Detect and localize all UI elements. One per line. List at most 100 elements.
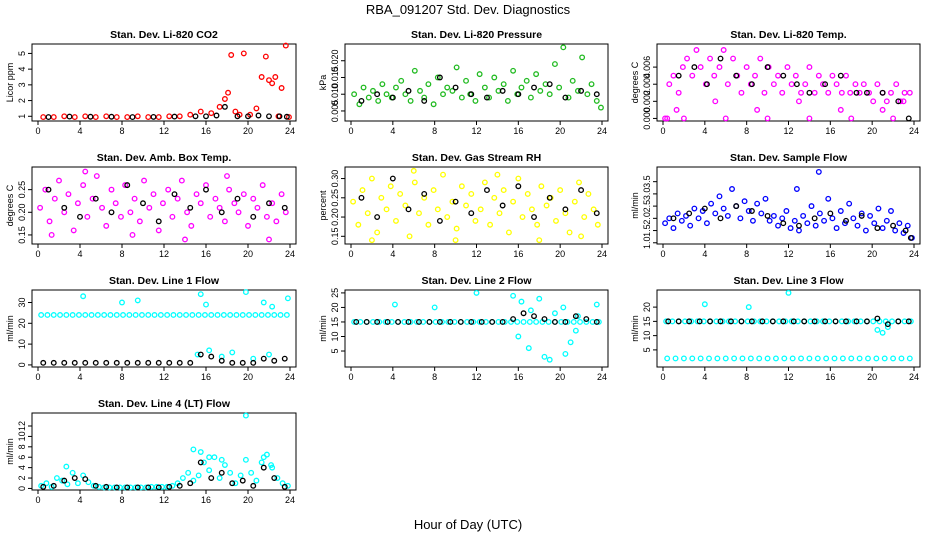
data-point: [50, 359, 57, 366]
data-point: [691, 205, 698, 212]
y-axis-label: degrees C: [5, 184, 15, 226]
data-point: [574, 313, 581, 320]
x-tick-label: 4: [77, 126, 82, 136]
data-point: [206, 467, 213, 474]
data-point: [444, 84, 451, 91]
data-point: [166, 359, 173, 366]
data-point: [519, 214, 526, 220]
data-point: [364, 210, 371, 217]
data-point: [847, 89, 854, 96]
data-point: [235, 209, 242, 216]
data-point: [537, 87, 544, 94]
x-tick-label: 0: [660, 249, 665, 259]
data-point: [720, 47, 727, 53]
data-point: [881, 355, 888, 362]
x-tick-label: 20: [555, 249, 565, 259]
data-point: [780, 318, 787, 325]
data-point: [221, 96, 228, 102]
data-point: [56, 177, 62, 184]
data-point: [468, 91, 475, 98]
data-point: [491, 74, 498, 81]
data-point: [712, 210, 719, 217]
data-point: [84, 213, 91, 220]
data-point: [111, 484, 118, 491]
data-point: [192, 113, 199, 120]
data-point: [902, 227, 909, 234]
data-point: [680, 355, 687, 362]
data-point: [457, 319, 464, 325]
data-point: [63, 312, 70, 318]
data-point: [171, 191, 178, 198]
data-point: [46, 218, 53, 225]
data-point: [813, 318, 820, 325]
data-point: [225, 89, 231, 96]
data-point: [271, 357, 278, 364]
data-point: [95, 483, 102, 490]
data-point: [107, 312, 114, 318]
data-point: [757, 318, 764, 325]
y-axis-label: kPa: [318, 75, 328, 91]
x-tick-label: 12: [783, 126, 793, 136]
data-point: [190, 446, 197, 453]
data-point: [405, 319, 412, 325]
data-point: [421, 194, 428, 201]
x-tick-label: 12: [471, 249, 481, 259]
data-point: [176, 482, 183, 489]
data-point: [717, 55, 724, 62]
data-point: [416, 319, 422, 325]
data-point: [266, 77, 272, 84]
data-point: [122, 182, 129, 189]
data-point: [382, 319, 389, 325]
data-point: [103, 483, 110, 490]
data-point: [436, 74, 443, 81]
data-point: [827, 210, 834, 217]
data-point: [159, 200, 166, 207]
data-point: [187, 480, 194, 487]
data-point: [907, 234, 914, 241]
data-point: [254, 204, 261, 211]
data-point: [113, 114, 120, 121]
data-point: [780, 220, 787, 227]
data-point: [213, 112, 220, 119]
data-point: [260, 299, 267, 306]
data-point: [595, 319, 602, 325]
data-point: [113, 359, 120, 366]
data-point: [815, 168, 822, 175]
y-tick-label: 0.30: [330, 170, 340, 188]
data-point: [593, 210, 600, 217]
data-point: [905, 318, 912, 325]
data-point: [874, 81, 881, 88]
data-point: [195, 312, 202, 318]
y-tick-label: 4: [17, 67, 27, 72]
data-point: [541, 316, 548, 323]
chart-title: Stan. Dev. Line 4 (LT) Flow: [98, 398, 231, 410]
data-point: [265, 312, 271, 318]
data-point: [590, 206, 597, 213]
data-point: [146, 204, 153, 211]
data-point: [670, 215, 677, 222]
data-point: [282, 209, 289, 216]
y-tick-label: 1.5: [642, 224, 652, 237]
data-point: [858, 210, 865, 217]
data-point: [220, 312, 227, 318]
data-point: [201, 312, 208, 318]
data-point: [74, 200, 81, 207]
data-point: [689, 72, 696, 79]
data-point: [569, 77, 576, 84]
data-point: [531, 84, 537, 91]
data-point: [515, 91, 522, 98]
data-point: [452, 237, 459, 244]
data-point: [520, 310, 527, 317]
data-point: [703, 220, 710, 227]
data-point: [116, 484, 123, 491]
data-point: [221, 103, 228, 110]
data-point: [40, 483, 47, 490]
data-point: [531, 214, 537, 220]
data-point: [262, 53, 269, 60]
data-point: [155, 227, 162, 234]
y-tick-label: 5: [17, 51, 27, 56]
data-point: [731, 355, 738, 362]
data-point: [694, 318, 701, 325]
data-point: [266, 236, 272, 243]
data-point: [515, 183, 522, 190]
